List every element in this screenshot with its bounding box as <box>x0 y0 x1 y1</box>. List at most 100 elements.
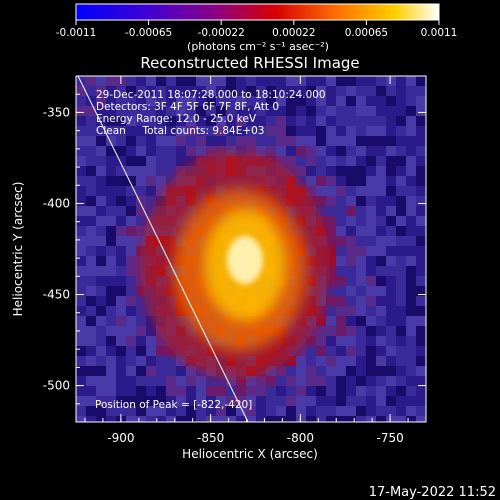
image-pixel <box>226 106 236 116</box>
image-pixel <box>136 86 146 96</box>
image-pixel <box>356 176 366 186</box>
image-pixel <box>336 386 346 396</box>
image-pixel <box>126 386 136 396</box>
image-pixel <box>406 96 416 106</box>
image-pixel <box>366 346 376 356</box>
image-pixel <box>136 386 146 396</box>
image-pixel <box>396 116 406 126</box>
image-pixel <box>136 126 146 136</box>
image-pixel <box>266 136 276 146</box>
image-pixel <box>116 146 126 156</box>
image-pixel <box>106 226 116 236</box>
image-pixel <box>236 136 246 146</box>
image-pixel <box>186 156 196 166</box>
image-pixel <box>106 156 116 166</box>
image-pixel <box>276 416 286 422</box>
image-pixel <box>316 406 326 416</box>
image-pixel <box>356 316 366 326</box>
image-pixel <box>116 136 126 146</box>
image-pixel <box>146 206 156 216</box>
image-pixel <box>346 296 356 306</box>
image-pixel <box>156 86 166 96</box>
image-pixel <box>266 406 276 416</box>
image-pixel <box>246 396 256 406</box>
image-pixel <box>366 306 376 316</box>
image-pixel <box>336 286 346 296</box>
image-pixel <box>366 266 376 276</box>
image-pixel <box>166 356 176 366</box>
image-pixel <box>156 166 166 176</box>
image-pixel <box>366 336 376 346</box>
colorbar-tick-label: 0.00022 <box>272 27 315 39</box>
image-pixel <box>96 196 106 206</box>
image-pixel <box>246 416 256 422</box>
image-pixel <box>96 376 106 386</box>
image-pixel <box>356 126 366 136</box>
image-pixel <box>356 136 366 146</box>
image-pixel <box>326 376 336 386</box>
image-pixel <box>136 146 146 156</box>
image-pixel <box>216 136 226 146</box>
image-pixel <box>136 196 146 206</box>
image-pixel <box>116 216 126 226</box>
image-pixel <box>346 286 356 296</box>
image-pixel <box>196 146 206 156</box>
image-pixel <box>366 136 376 146</box>
image-pixel <box>356 376 366 386</box>
image-pixel <box>416 396 426 406</box>
image-pixel <box>326 166 336 176</box>
image-pixel <box>406 316 416 326</box>
image-pixel <box>376 266 386 276</box>
image-pixel <box>166 106 176 116</box>
info-energy-range: Energy Range: 12.0 - 25.0 keV <box>96 113 257 125</box>
image-pixel <box>356 236 366 246</box>
image-pixel <box>396 416 406 422</box>
image-pixel <box>86 76 96 86</box>
image-pixel <box>136 226 146 236</box>
image-pixel <box>336 136 346 146</box>
image-pixel <box>316 106 326 116</box>
image-pixel <box>76 376 86 386</box>
image-pixel <box>286 366 296 376</box>
image-pixel <box>256 386 266 396</box>
image-pixel <box>356 106 366 116</box>
image-pixel <box>336 376 346 386</box>
image-pixel <box>216 416 226 422</box>
image-pixel <box>416 266 426 276</box>
image-pixel <box>346 116 356 126</box>
x-axis-label: Heliocentric X (arcsec) <box>182 447 318 461</box>
image-pixel <box>366 356 376 366</box>
image-pixel <box>296 126 306 136</box>
image-pixel <box>216 116 226 126</box>
image-pixel <box>96 86 106 96</box>
image-pixel <box>116 96 126 106</box>
image-pixel <box>186 406 196 416</box>
image-pixel <box>366 116 376 126</box>
image-pixel <box>396 246 406 256</box>
image-pixel <box>356 226 366 236</box>
image-pixel <box>396 216 406 226</box>
image-pixel <box>306 126 316 136</box>
image-pixel <box>126 296 136 306</box>
image-pixel <box>346 186 356 196</box>
image-pixel <box>286 126 296 136</box>
image-pixel <box>186 126 196 136</box>
image-pixel <box>396 156 406 166</box>
image-pixel <box>126 326 136 336</box>
colorbar-tick-label: -0.0011 <box>56 27 97 39</box>
image-pixel <box>116 126 126 136</box>
image-pixel <box>326 266 336 276</box>
image-pixel <box>356 76 366 86</box>
image-pixel <box>86 236 96 246</box>
image-pixel <box>206 146 216 156</box>
image-pixel <box>376 396 386 406</box>
image-pixel <box>406 186 416 196</box>
image-pixel <box>416 126 426 136</box>
image-pixel <box>296 396 306 406</box>
image-pixel <box>316 96 326 106</box>
image-pixel <box>136 346 146 356</box>
image-pixel <box>306 166 316 176</box>
image-pixel <box>316 376 326 386</box>
image-pixel <box>106 76 116 86</box>
image-pixel <box>186 416 196 422</box>
